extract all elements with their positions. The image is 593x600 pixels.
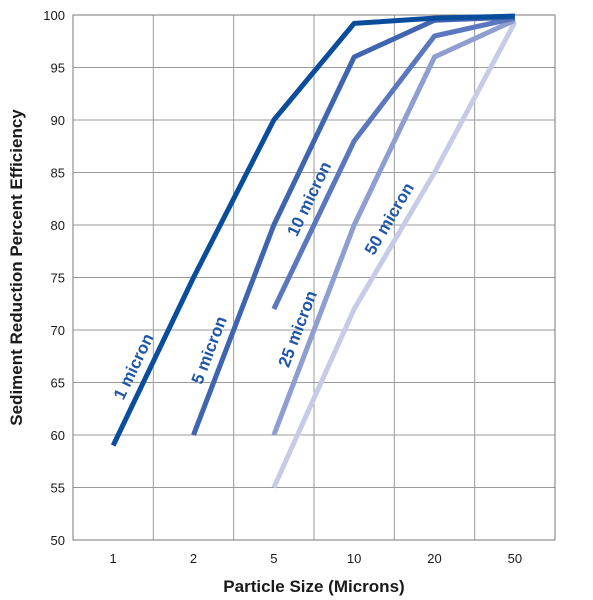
series-line xyxy=(271,15,516,311)
y-tick-label: 65 xyxy=(51,376,65,391)
x-tick-label: 2 xyxy=(190,551,197,566)
y-tick-label: 70 xyxy=(51,323,65,338)
y-tick-label: 80 xyxy=(51,218,65,233)
y-axis-ticks: 50 55 60 65 70 75 80 85 90 95 100 xyxy=(43,8,65,548)
x-tick-label: 50 xyxy=(508,551,522,566)
y-tick-label: 60 xyxy=(51,428,65,443)
y-tick-label: 75 xyxy=(51,271,65,286)
y-axis-title: Sediment Reduction Percent Efficiency xyxy=(7,109,26,426)
x-tick-label: 10 xyxy=(347,551,361,566)
plot-frame xyxy=(72,14,556,541)
y-tick-label: 100 xyxy=(43,8,65,23)
x-tick-label: 1 xyxy=(110,551,117,566)
series-line xyxy=(271,21,518,489)
series-lines xyxy=(110,13,518,489)
y-tick-label: 90 xyxy=(51,113,65,128)
series-line xyxy=(271,17,516,436)
series-line xyxy=(110,13,515,447)
y-tick-label: 50 xyxy=(51,533,65,548)
y-tick-label: 55 xyxy=(51,481,65,496)
x-tick-label: 5 xyxy=(270,551,277,566)
x-axis-ticks: 1 2 5 10 20 50 xyxy=(110,551,523,566)
x-axis-title: Particle Size (Microns) xyxy=(223,577,404,596)
grid xyxy=(73,15,555,540)
x-tick-label: 20 xyxy=(427,551,441,566)
y-tick-label: 85 xyxy=(51,166,65,181)
y-tick-label: 95 xyxy=(51,61,65,76)
